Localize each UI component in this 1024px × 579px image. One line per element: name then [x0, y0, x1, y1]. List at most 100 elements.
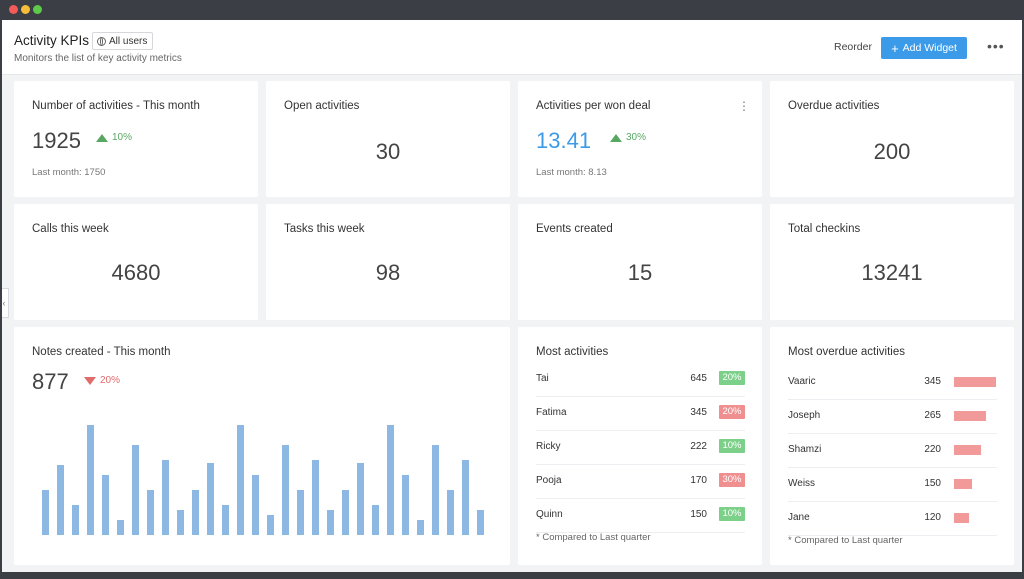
- list-item-value: 220: [924, 444, 941, 455]
- more-options-icon[interactable]: •••: [987, 38, 1005, 54]
- chart-bar: [462, 460, 469, 535]
- kpi-value: 13.41: [536, 128, 592, 153]
- list-item-value: 150: [690, 509, 707, 520]
- card-title: Overdue activities: [788, 100, 880, 112]
- card-most-activities[interactable]: Most activities Tai 645 20% Fatima 345 20% Ric…: [518, 327, 762, 565]
- overdue-bar: [954, 377, 996, 387]
- list-item[interactable]: Joseph 265: [788, 400, 997, 434]
- card-notes-created[interactable]: Notes created - This month 877 20%: [14, 327, 510, 565]
- trend-value: 20%: [100, 375, 121, 386]
- kpi-value: 4680: [111, 260, 161, 285]
- chart-bar: [387, 425, 394, 535]
- overdue-bar: [954, 479, 972, 489]
- chart-bar: [282, 445, 289, 535]
- minimize-window-button[interactable]: [21, 5, 30, 14]
- card-tasks-week[interactable]: Tasks this week 98: [266, 204, 510, 320]
- chart-bar: [297, 490, 304, 535]
- card-events-created[interactable]: Events created 15: [518, 204, 762, 320]
- change-badge: 10%: [719, 439, 745, 453]
- previous-value: Last month: 8.13: [536, 167, 607, 178]
- list-item[interactable]: Ricky 222 10%: [536, 431, 745, 465]
- trend-value: 10%: [112, 132, 133, 143]
- notes-bar-chart: [42, 423, 492, 535]
- card-title: Events created: [536, 223, 613, 235]
- audience-label: All users: [109, 35, 148, 47]
- chart-bar: [162, 460, 169, 535]
- kpi-value: 13241: [861, 260, 923, 285]
- add-widget-label: Add Widget: [902, 42, 957, 54]
- list-item[interactable]: Weiss 150: [788, 468, 997, 502]
- list-item-value: 265: [924, 410, 941, 421]
- chart-bar: [402, 475, 409, 535]
- overdue-bar: [954, 411, 986, 421]
- kpi-value: 1925: [32, 128, 81, 153]
- collapse-sidebar-handle[interactable]: ‹: [2, 288, 9, 318]
- kpi-value: 98: [375, 260, 401, 285]
- chart-bar: [477, 510, 484, 535]
- card-calls-week[interactable]: Calls this week 4680: [14, 204, 258, 320]
- chart-bar: [252, 475, 259, 535]
- list-item-name: Quinn: [536, 509, 563, 520]
- chart-bar: [72, 505, 79, 535]
- card-overdue-activities[interactable]: Overdue activities 200: [770, 81, 1014, 197]
- chart-bar: [432, 445, 439, 535]
- list-item[interactable]: Vaaric 345: [788, 366, 997, 400]
- audience-selector[interactable]: All users: [92, 32, 154, 50]
- page-title: Activity KPIs: [14, 33, 90, 48]
- page-subtitle: Monitors the list of key activity metric…: [14, 53, 182, 64]
- kpi-value: 200: [873, 139, 911, 164]
- card-title: Notes created - This month: [32, 346, 171, 358]
- chart-bar: [357, 463, 364, 535]
- plus-icon: +: [891, 40, 899, 56]
- card-activities-month[interactable]: Number of activities - This month 1925 1…: [14, 81, 258, 197]
- change-badge: 20%: [719, 371, 745, 385]
- trend-value: 30%: [626, 132, 647, 143]
- app-window: Activity KPIs All users Monitors the lis…: [2, 20, 1022, 572]
- card-menu-icon[interactable]: ⋮: [738, 99, 750, 113]
- footnote: * Compared to Last quarter: [536, 532, 651, 543]
- close-window-button[interactable]: [9, 5, 18, 14]
- list-item[interactable]: Quinn 150 10%: [536, 499, 745, 533]
- overdue-bar: [954, 445, 981, 455]
- chart-bar: [87, 425, 94, 535]
- arrow-up-icon: [610, 133, 622, 142]
- chart-bar: [207, 463, 214, 535]
- list-item[interactable]: Shamzi 220: [788, 434, 997, 468]
- list-item-name: Ricky: [536, 441, 561, 452]
- kpi-value: 877: [32, 369, 69, 394]
- list-item[interactable]: Pooja 170 30%: [536, 465, 745, 499]
- list-item-value: 120: [924, 512, 941, 523]
- list-item-value: 645: [690, 373, 707, 384]
- kpi-value: 15: [627, 260, 653, 285]
- card-most-overdue[interactable]: Most overdue activities Vaaric 345 Joseph 2…: [770, 327, 1014, 565]
- list-item[interactable]: Fatima 345 20%: [536, 397, 745, 431]
- card-total-checkins[interactable]: Total checkins 13241: [770, 204, 1014, 320]
- add-widget-button[interactable]: + Add Widget: [881, 37, 967, 59]
- chart-bar: [372, 505, 379, 535]
- list-item[interactable]: Jane 120: [788, 502, 997, 536]
- chart-bar: [342, 490, 349, 535]
- card-title: Tasks this week: [284, 223, 365, 235]
- footnote: * Compared to Last quarter: [788, 535, 903, 546]
- reorder-button[interactable]: Reorder: [834, 41, 872, 53]
- change-badge: 30%: [719, 473, 745, 487]
- card-title: Number of activities - This month: [32, 100, 200, 112]
- maximize-window-button[interactable]: [33, 5, 42, 14]
- list-item-value: 345: [924, 376, 941, 387]
- dashboard-header: Activity KPIs All users Monitors the lis…: [2, 20, 1022, 75]
- chart-bar: [222, 505, 229, 535]
- list-item[interactable]: Tai 645 20%: [536, 363, 745, 397]
- card-open-activities[interactable]: Open activities 30: [266, 81, 510, 197]
- chart-bar: [447, 490, 454, 535]
- trend-indicator: 10%: [96, 132, 132, 143]
- chart-bar: [192, 490, 199, 535]
- list-item-name: Pooja: [536, 475, 562, 486]
- chart-bar: [417, 520, 424, 535]
- list-item-value: 222: [690, 441, 707, 452]
- card-activities-per-won-deal[interactable]: Activities per won deal ⋮ 13.41 30% Last…: [518, 81, 762, 197]
- card-title: Total checkins: [788, 223, 861, 235]
- chart-bar: [102, 475, 109, 535]
- trend-indicator: 30%: [610, 132, 646, 143]
- list-item-value: 345: [690, 407, 707, 418]
- change-badge: 10%: [719, 507, 745, 521]
